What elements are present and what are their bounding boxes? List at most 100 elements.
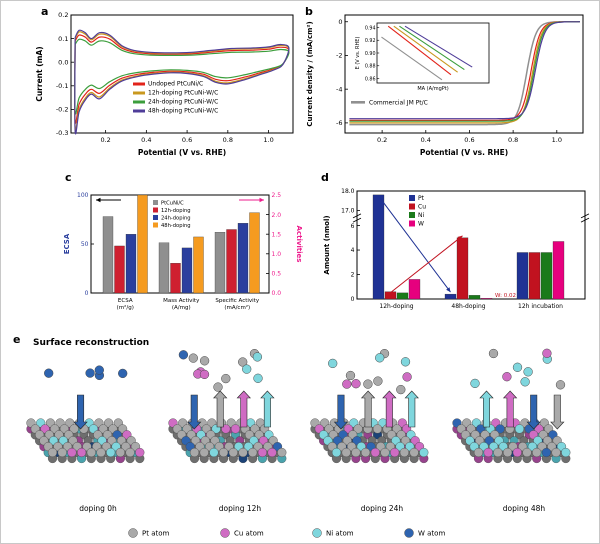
floating-ni-atom: [400, 357, 411, 367]
bar: [249, 212, 260, 294]
lattice-atom: [514, 424, 525, 434]
floating-w-atom: [85, 368, 95, 378]
legend-label: 12h-doping PtCuNi-W/C: [148, 90, 218, 97]
x-tick-label: 0.6: [182, 136, 192, 144]
lattice-atom: [125, 447, 135, 458]
lattice-atom: [372, 424, 383, 434]
polarization-curve: [349, 21, 580, 122]
bar: [226, 229, 237, 294]
inset-line: [387, 25, 452, 76]
x-axis-label: Potential (V vs. RHE): [420, 148, 508, 157]
inset-line: [404, 25, 473, 68]
lattice-atom: [341, 447, 351, 458]
lattice-atom: [248, 447, 258, 458]
flux-arrow: [213, 390, 228, 428]
bar: [384, 291, 397, 300]
group-label: Specific Activity: [215, 298, 259, 304]
group-label: ECSA: [118, 298, 133, 304]
left-tick-label: 100: [77, 192, 89, 199]
group-label: 12h incubation: [518, 303, 563, 310]
x-tick-label: 0.2: [377, 136, 387, 144]
panel-d-label: d: [321, 171, 329, 184]
atom-legend-label: Pt atom: [142, 530, 170, 538]
cu-atom-legend-marker: [220, 528, 230, 538]
orr-polarization-chart: 0.2 0.4 0.6 0.8 1.0 0 -2 -4 -6 Potential (V vs. R…: [306, 14, 584, 157]
floating-pt-atom: [213, 382, 223, 392]
legend-label: Undoped PtCuNi/C: [148, 81, 203, 88]
legend-label: 48h-doping PtCuNi-W/C: [148, 108, 218, 115]
ecsa-activity-bar-chart: 0 50 100 0.0 0.5 1.0 1.5 2.0 2.5 ECSA Activities EC…: [63, 192, 303, 311]
arrow-head: [96, 197, 101, 203]
bar: [181, 247, 193, 294]
flux-arrow: [550, 394, 565, 430]
inset-y-tick-label: 0.94: [365, 25, 376, 31]
floating-pt-atom: [345, 370, 356, 381]
floating-w-atom: [178, 350, 189, 360]
legend-label: Commercial JM Pt/C: [369, 100, 428, 107]
lattice-atom: [331, 447, 342, 458]
legend-swatch: [133, 100, 145, 104]
flux-arrow: [236, 390, 251, 428]
inset-line: [393, 25, 458, 73]
axis-break-mark: [352, 213, 362, 219]
floating-ni-atom: [242, 364, 252, 374]
floating-cu-atom: [342, 379, 352, 389]
legend-label: 24h-doping: [161, 216, 191, 222]
legend-swatch: [133, 82, 145, 86]
lattice-atom: [495, 424, 505, 434]
lattice-atom: [67, 447, 77, 458]
legend-label: PtCuNi/C: [161, 201, 184, 207]
flux-arrow: [382, 390, 397, 428]
legend-swatch: [153, 215, 158, 220]
polarization-curve: [349, 21, 580, 120]
floating-pt-atom: [188, 353, 198, 363]
legend-swatch: [153, 200, 158, 205]
x-tick-label: 0.8: [508, 136, 518, 144]
amount-bar-chart: 0 2 4 6 17.0 18.0 Amount (nmol) 12h-doping 48h-d…: [323, 188, 590, 310]
bar: [516, 252, 529, 300]
floating-ni-atom: [328, 358, 338, 369]
floating-pt-atom: [221, 373, 231, 384]
lattice-atom: [277, 447, 287, 458]
y-tick-label: 2: [351, 272, 355, 279]
floating-w-atom: [118, 368, 128, 379]
right-tick-label: 0.0: [272, 290, 282, 297]
group-label: 12h-doping: [379, 303, 413, 310]
x-tick-label: 0.8: [223, 136, 233, 144]
axis-break-mark: [352, 217, 362, 223]
bar: [158, 242, 170, 294]
lattice-atom: [493, 447, 503, 458]
left-axis-label: ECSA: [63, 233, 71, 254]
bar: [468, 295, 481, 300]
slab-label: doping 24h: [361, 504, 404, 513]
atom-legend-label: Ni atom: [326, 530, 354, 538]
legend-swatch: [153, 207, 158, 213]
group-label-unit: (m²/g): [117, 304, 134, 311]
lattice-atom: [267, 447, 277, 458]
x-axis-label: Potential (V vs. RHE): [138, 148, 226, 157]
floating-w-atom: [94, 365, 104, 375]
bar: [372, 194, 385, 300]
lattice-atom: [219, 447, 229, 458]
right-axis-label: Activities: [295, 226, 303, 263]
slab-label: doping 12h: [219, 504, 262, 513]
atom-legend-label: Cu atom: [234, 530, 264, 538]
bar: [528, 252, 541, 300]
inset-x-axis-label: MA (A/mgPt): [417, 86, 448, 92]
lattice-atom: [522, 447, 532, 458]
surface-reconstruction-schematic: Pt atom Cu atom Ni atom W atom doping 0h dopi…: [26, 348, 571, 538]
legend-label: Pt: [418, 195, 425, 202]
cv-curve: [74, 29, 290, 135]
surface-reconstruction-title: Surface reconstruction: [33, 338, 150, 348]
right-tick-label: 1.0: [272, 251, 282, 258]
axis-break-mark: [580, 217, 590, 223]
lattice-atom: [199, 447, 209, 458]
legend-label: 12h-doping: [161, 208, 191, 214]
legend-swatch: [409, 195, 415, 201]
flux-arrow: [404, 390, 419, 428]
pt-atom-legend-marker: [128, 528, 138, 538]
axis-break-mark: [580, 213, 590, 219]
lattice-atom: [189, 447, 200, 458]
floating-w-atom: [44, 368, 54, 378]
